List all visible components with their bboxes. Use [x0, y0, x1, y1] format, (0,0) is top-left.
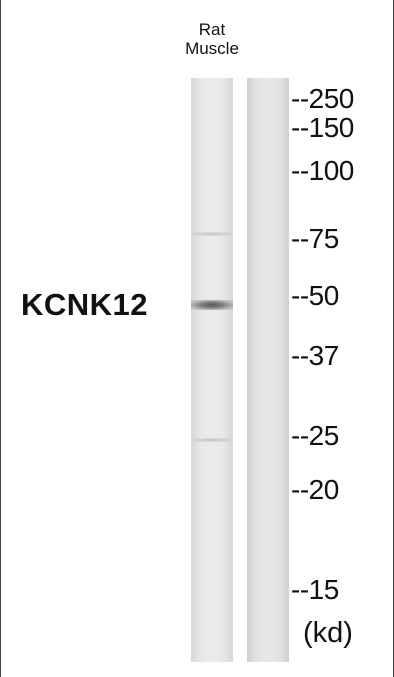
marker-20: --20: [291, 474, 339, 505]
sample-label-species: Rat: [198, 20, 226, 39]
sample-lane: [191, 78, 233, 662]
protein-band: [191, 300, 233, 310]
marker-25: --25: [291, 420, 339, 451]
marker-50: --50: [291, 280, 339, 311]
marker-250: --250: [291, 83, 354, 114]
protein-label: KCNK12: [21, 287, 149, 322]
unit-label: (kd): [303, 617, 353, 649]
marker-15: --15: [291, 574, 339, 605]
control-lane: [247, 78, 289, 662]
marker-100: --100: [291, 155, 354, 186]
faint-band: [193, 232, 231, 236]
faint-band: [193, 438, 231, 442]
marker-37: --37: [291, 340, 339, 371]
marker-150: --150: [291, 112, 354, 143]
marker-75: --75: [291, 223, 339, 254]
sample-label: Rat Muscle: [161, 20, 263, 58]
sample-label-tissue: Muscle: [185, 39, 239, 58]
